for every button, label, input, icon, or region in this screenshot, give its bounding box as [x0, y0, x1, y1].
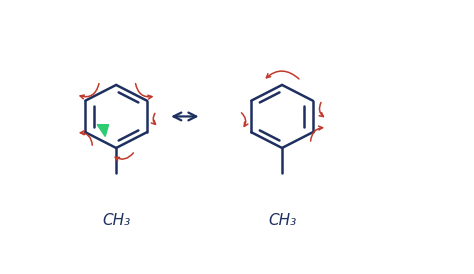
- Text: CH₃: CH₃: [102, 213, 130, 228]
- Text: CH₃: CH₃: [268, 213, 296, 228]
- Polygon shape: [97, 125, 109, 136]
